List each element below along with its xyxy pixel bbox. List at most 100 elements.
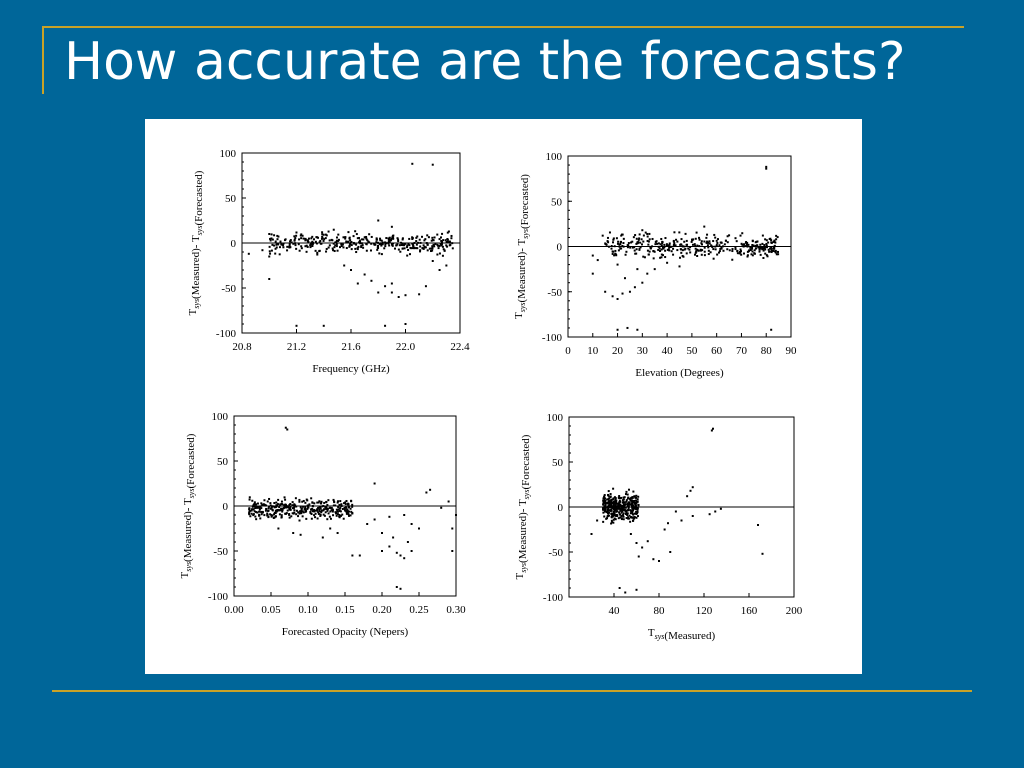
data-point <box>425 242 428 245</box>
data-point <box>624 503 627 506</box>
data-point <box>631 516 634 519</box>
data-point <box>346 503 349 506</box>
data-point <box>374 243 377 246</box>
data-point <box>618 245 621 248</box>
data-point <box>620 518 623 521</box>
data-point <box>312 241 315 244</box>
data-point <box>633 249 636 252</box>
data-point <box>305 244 308 247</box>
data-point <box>710 429 713 432</box>
data-point <box>629 520 632 523</box>
x-tick-label: 120 <box>696 605 713 617</box>
x-tick-label: 0.05 <box>261 604 281 616</box>
data-point <box>718 250 721 253</box>
data-point <box>657 248 660 251</box>
data-point <box>432 243 435 246</box>
x-tick-label: 20.8 <box>232 341 252 353</box>
data-point <box>368 241 371 244</box>
data-point <box>343 502 346 505</box>
y-tick-label: 0 <box>557 242 563 254</box>
data-point <box>663 246 666 249</box>
data-point <box>388 241 391 244</box>
y-tick-label: -100 <box>543 592 564 604</box>
data-point <box>616 297 619 300</box>
data-point <box>610 500 613 503</box>
data-point <box>637 504 640 507</box>
data-point <box>429 250 432 253</box>
data-point <box>304 245 307 248</box>
data-point <box>431 245 434 248</box>
data-point <box>418 238 421 241</box>
data-point <box>390 282 393 285</box>
data-point <box>674 510 677 513</box>
data-point <box>324 507 327 510</box>
data-point <box>618 504 621 507</box>
data-point <box>648 232 651 235</box>
data-point <box>622 496 625 499</box>
data-point <box>606 515 609 518</box>
data-point <box>604 290 607 293</box>
data-point <box>615 514 618 517</box>
x-axis-label: Tsys(Measured) <box>648 627 716 642</box>
data-point <box>649 247 652 250</box>
data-point <box>714 510 717 513</box>
x-tick-label: 21.6 <box>341 341 361 353</box>
data-point <box>250 508 253 511</box>
data-point <box>635 494 638 497</box>
data-point <box>700 253 703 256</box>
data-point <box>320 511 323 514</box>
data-point <box>698 238 701 241</box>
data-point <box>602 503 605 506</box>
data-point <box>297 243 300 246</box>
data-point <box>742 243 745 246</box>
data-point <box>403 514 406 516</box>
x-axis-label: Elevation (Degrees) <box>635 367 724 379</box>
data-point <box>280 514 283 517</box>
data-point <box>289 505 292 508</box>
data-point <box>615 508 618 511</box>
data-point <box>328 244 331 247</box>
data-point <box>691 515 694 517</box>
data-point <box>746 250 749 253</box>
data-point <box>321 233 324 236</box>
data-point <box>637 495 640 498</box>
data-point <box>626 246 629 249</box>
data-point <box>719 507 722 510</box>
data-point <box>684 247 687 250</box>
data-point <box>662 246 665 249</box>
data-point <box>348 236 351 239</box>
data-point <box>369 249 372 252</box>
data-point <box>628 517 631 520</box>
data-point <box>716 238 719 241</box>
data-point <box>660 244 663 247</box>
data-point <box>298 498 301 501</box>
data-point <box>768 250 771 253</box>
data-point <box>308 503 311 506</box>
data-point <box>618 497 621 500</box>
data-point <box>335 239 338 242</box>
data-point <box>258 513 261 516</box>
data-point <box>301 515 304 518</box>
data-point <box>438 238 441 241</box>
data-point <box>258 507 261 510</box>
data-point <box>770 246 773 249</box>
data-point <box>339 510 342 513</box>
data-point <box>726 241 729 244</box>
data-point <box>313 510 316 513</box>
data-point <box>611 515 614 518</box>
data-point <box>263 514 266 517</box>
data-point <box>773 244 776 247</box>
data-point <box>622 503 625 506</box>
data-point <box>640 243 643 246</box>
data-point <box>615 505 618 508</box>
data-point <box>751 247 754 250</box>
data-point <box>395 244 398 247</box>
data-point <box>327 499 330 502</box>
data-point <box>274 240 277 243</box>
data-point <box>716 253 719 256</box>
data-point <box>685 243 688 246</box>
y-tick-label: 50 <box>217 456 229 468</box>
data-point <box>283 504 286 507</box>
data-point <box>276 509 279 512</box>
data-point <box>441 245 444 248</box>
